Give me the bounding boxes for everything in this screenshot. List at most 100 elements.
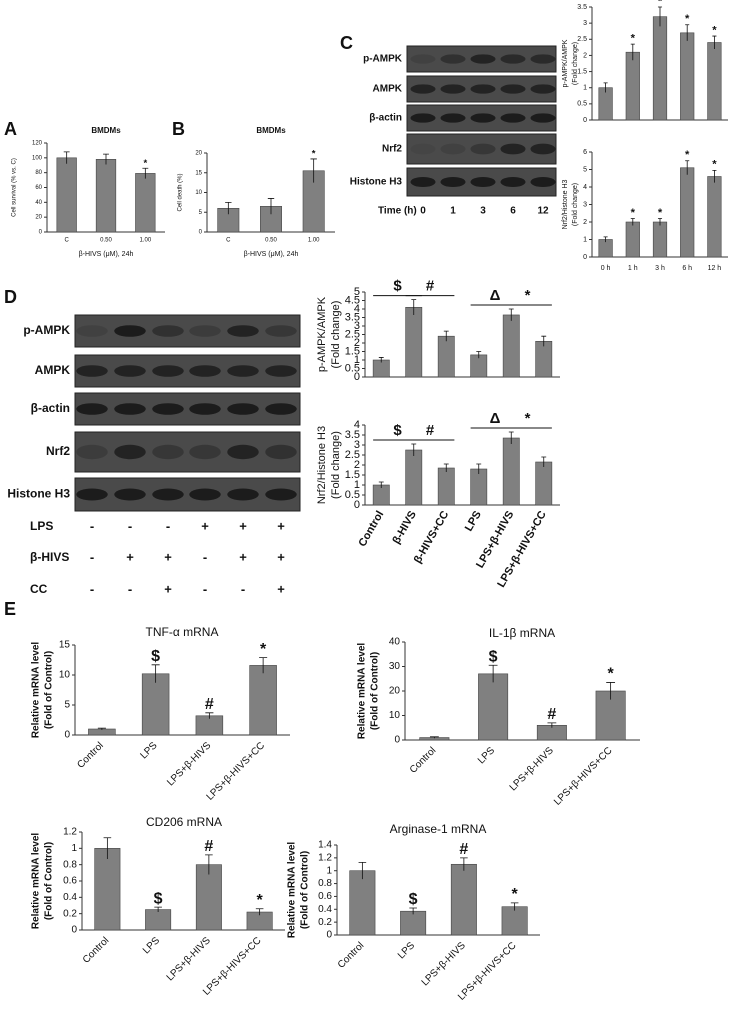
blot-band <box>152 325 184 337</box>
blot-band <box>265 365 297 377</box>
blot-band <box>440 84 466 94</box>
error-bar <box>63 151 70 164</box>
blot-strip <box>74 392 301 426</box>
x-tick-label: 1.00 <box>139 238 151 244</box>
y-axis-label: Relative mRNA level <box>287 842 298 939</box>
blot-band <box>470 84 496 94</box>
blot-row-label: Histone H3 <box>350 177 403 188</box>
blot-row-label: β-actin <box>369 113 402 124</box>
panel-letter: C <box>340 33 353 53</box>
y-tick-label: 4 <box>354 303 360 315</box>
significance-mark: # <box>204 838 213 855</box>
chart-title: CD206 mRNA <box>146 815 222 829</box>
blot-row-label: Nrf2 <box>46 444 70 458</box>
y-tick-label: 1 <box>354 479 360 491</box>
bar <box>680 32 695 121</box>
panel-letter: B <box>172 119 185 139</box>
x-tick-label: LPS+β-HIVS <box>165 740 213 788</box>
y-tick-label: 0.6 <box>63 876 77 887</box>
significance-mark: $ <box>489 648 498 665</box>
y-tick-label: 0.5 <box>345 362 360 374</box>
blot-band <box>470 54 496 64</box>
bar <box>707 42 722 121</box>
blot-band <box>152 488 184 501</box>
significance-mark: # <box>459 841 468 858</box>
bar <box>145 909 172 931</box>
treatment-sign: + <box>164 581 172 596</box>
treatment-sign: + <box>239 549 247 564</box>
y-tick-label: 0.4 <box>318 904 332 915</box>
lane-label: 3 <box>480 206 486 217</box>
error-bar <box>712 35 717 49</box>
x-tick-label: Control <box>408 745 439 776</box>
y-axis-label: (Fold change) <box>330 431 342 499</box>
x-tick-label: LPS <box>463 509 484 534</box>
bar <box>502 437 520 506</box>
y-tick-label: 15 <box>59 640 71 651</box>
significance-mark: * <box>143 158 147 169</box>
treatment-sign: + <box>277 549 285 564</box>
blot-band <box>530 113 556 123</box>
error-bar <box>488 664 498 683</box>
bar <box>652 221 668 258</box>
x-tick-label: 0.50 <box>265 238 277 244</box>
y-tick-label: 0.8 <box>318 878 332 889</box>
blot-band <box>440 143 466 155</box>
y-tick-label: 5 <box>354 286 360 298</box>
significance-mark: Δ <box>490 287 501 304</box>
error-bar <box>378 357 384 363</box>
y-axis-label: Cell death (%) <box>178 173 184 211</box>
y-tick-label: 5 <box>64 700 70 711</box>
y-tick-label: 3.5 <box>345 429 360 441</box>
y-tick-label: 4 <box>583 184 587 191</box>
error-bar <box>510 902 519 911</box>
significance-mark: * <box>685 13 690 25</box>
y-tick-label: 30 <box>389 661 401 672</box>
y-tick-label: 0 <box>394 735 400 746</box>
bar <box>437 335 455 378</box>
significance-mark: # <box>426 422 435 439</box>
blot-band <box>530 143 556 155</box>
treatment-sign: + <box>164 549 172 564</box>
significance-mark: $ <box>393 422 402 439</box>
treatment-sign: - <box>90 518 94 533</box>
bar <box>141 673 170 736</box>
blot-band <box>530 176 556 188</box>
y-tick-label: 0 <box>199 230 203 236</box>
y-tick-label: 1 <box>354 354 360 366</box>
y-tick-label: 0.2 <box>318 917 332 928</box>
significance-mark: $ <box>409 891 418 908</box>
blot-row-label: β-actin <box>31 401 70 415</box>
blot-band <box>152 365 184 377</box>
y-tick-label: 0 <box>71 925 77 936</box>
y-tick-label: 1.5 <box>345 345 360 357</box>
significance-mark: # <box>426 278 435 295</box>
blot-band <box>189 365 221 377</box>
chart-title: IL-1β mRNA <box>489 626 555 640</box>
x-tick-label: Control <box>75 740 106 771</box>
error-bar <box>476 463 482 474</box>
blot-band <box>440 113 466 123</box>
y-tick-label: 3 <box>583 201 587 208</box>
error-bar <box>154 906 162 913</box>
y-tick-label: 0.8 <box>63 859 77 870</box>
y-tick-label: 0 <box>39 230 43 236</box>
treatment-sign: + <box>277 518 285 533</box>
y-tick-label: 2.5 <box>577 36 587 43</box>
treatment-sign: + <box>239 518 247 533</box>
y-tick-label: 10 <box>59 670 71 681</box>
blot-band <box>440 54 466 64</box>
y-tick-label: 3 <box>583 20 587 27</box>
error-bar <box>103 153 109 165</box>
bar <box>625 221 640 258</box>
error-bar <box>267 198 275 215</box>
blot-band <box>265 403 297 415</box>
error-bar <box>443 463 449 472</box>
treatment-sign: + <box>126 549 134 564</box>
error-bar <box>429 736 439 739</box>
error-bar <box>657 218 663 226</box>
lane-label: 6 <box>510 206 516 217</box>
blot-strip <box>74 354 301 388</box>
y-tick-label: 0.6 <box>318 891 332 902</box>
y-tick-label: 0.4 <box>63 892 77 903</box>
